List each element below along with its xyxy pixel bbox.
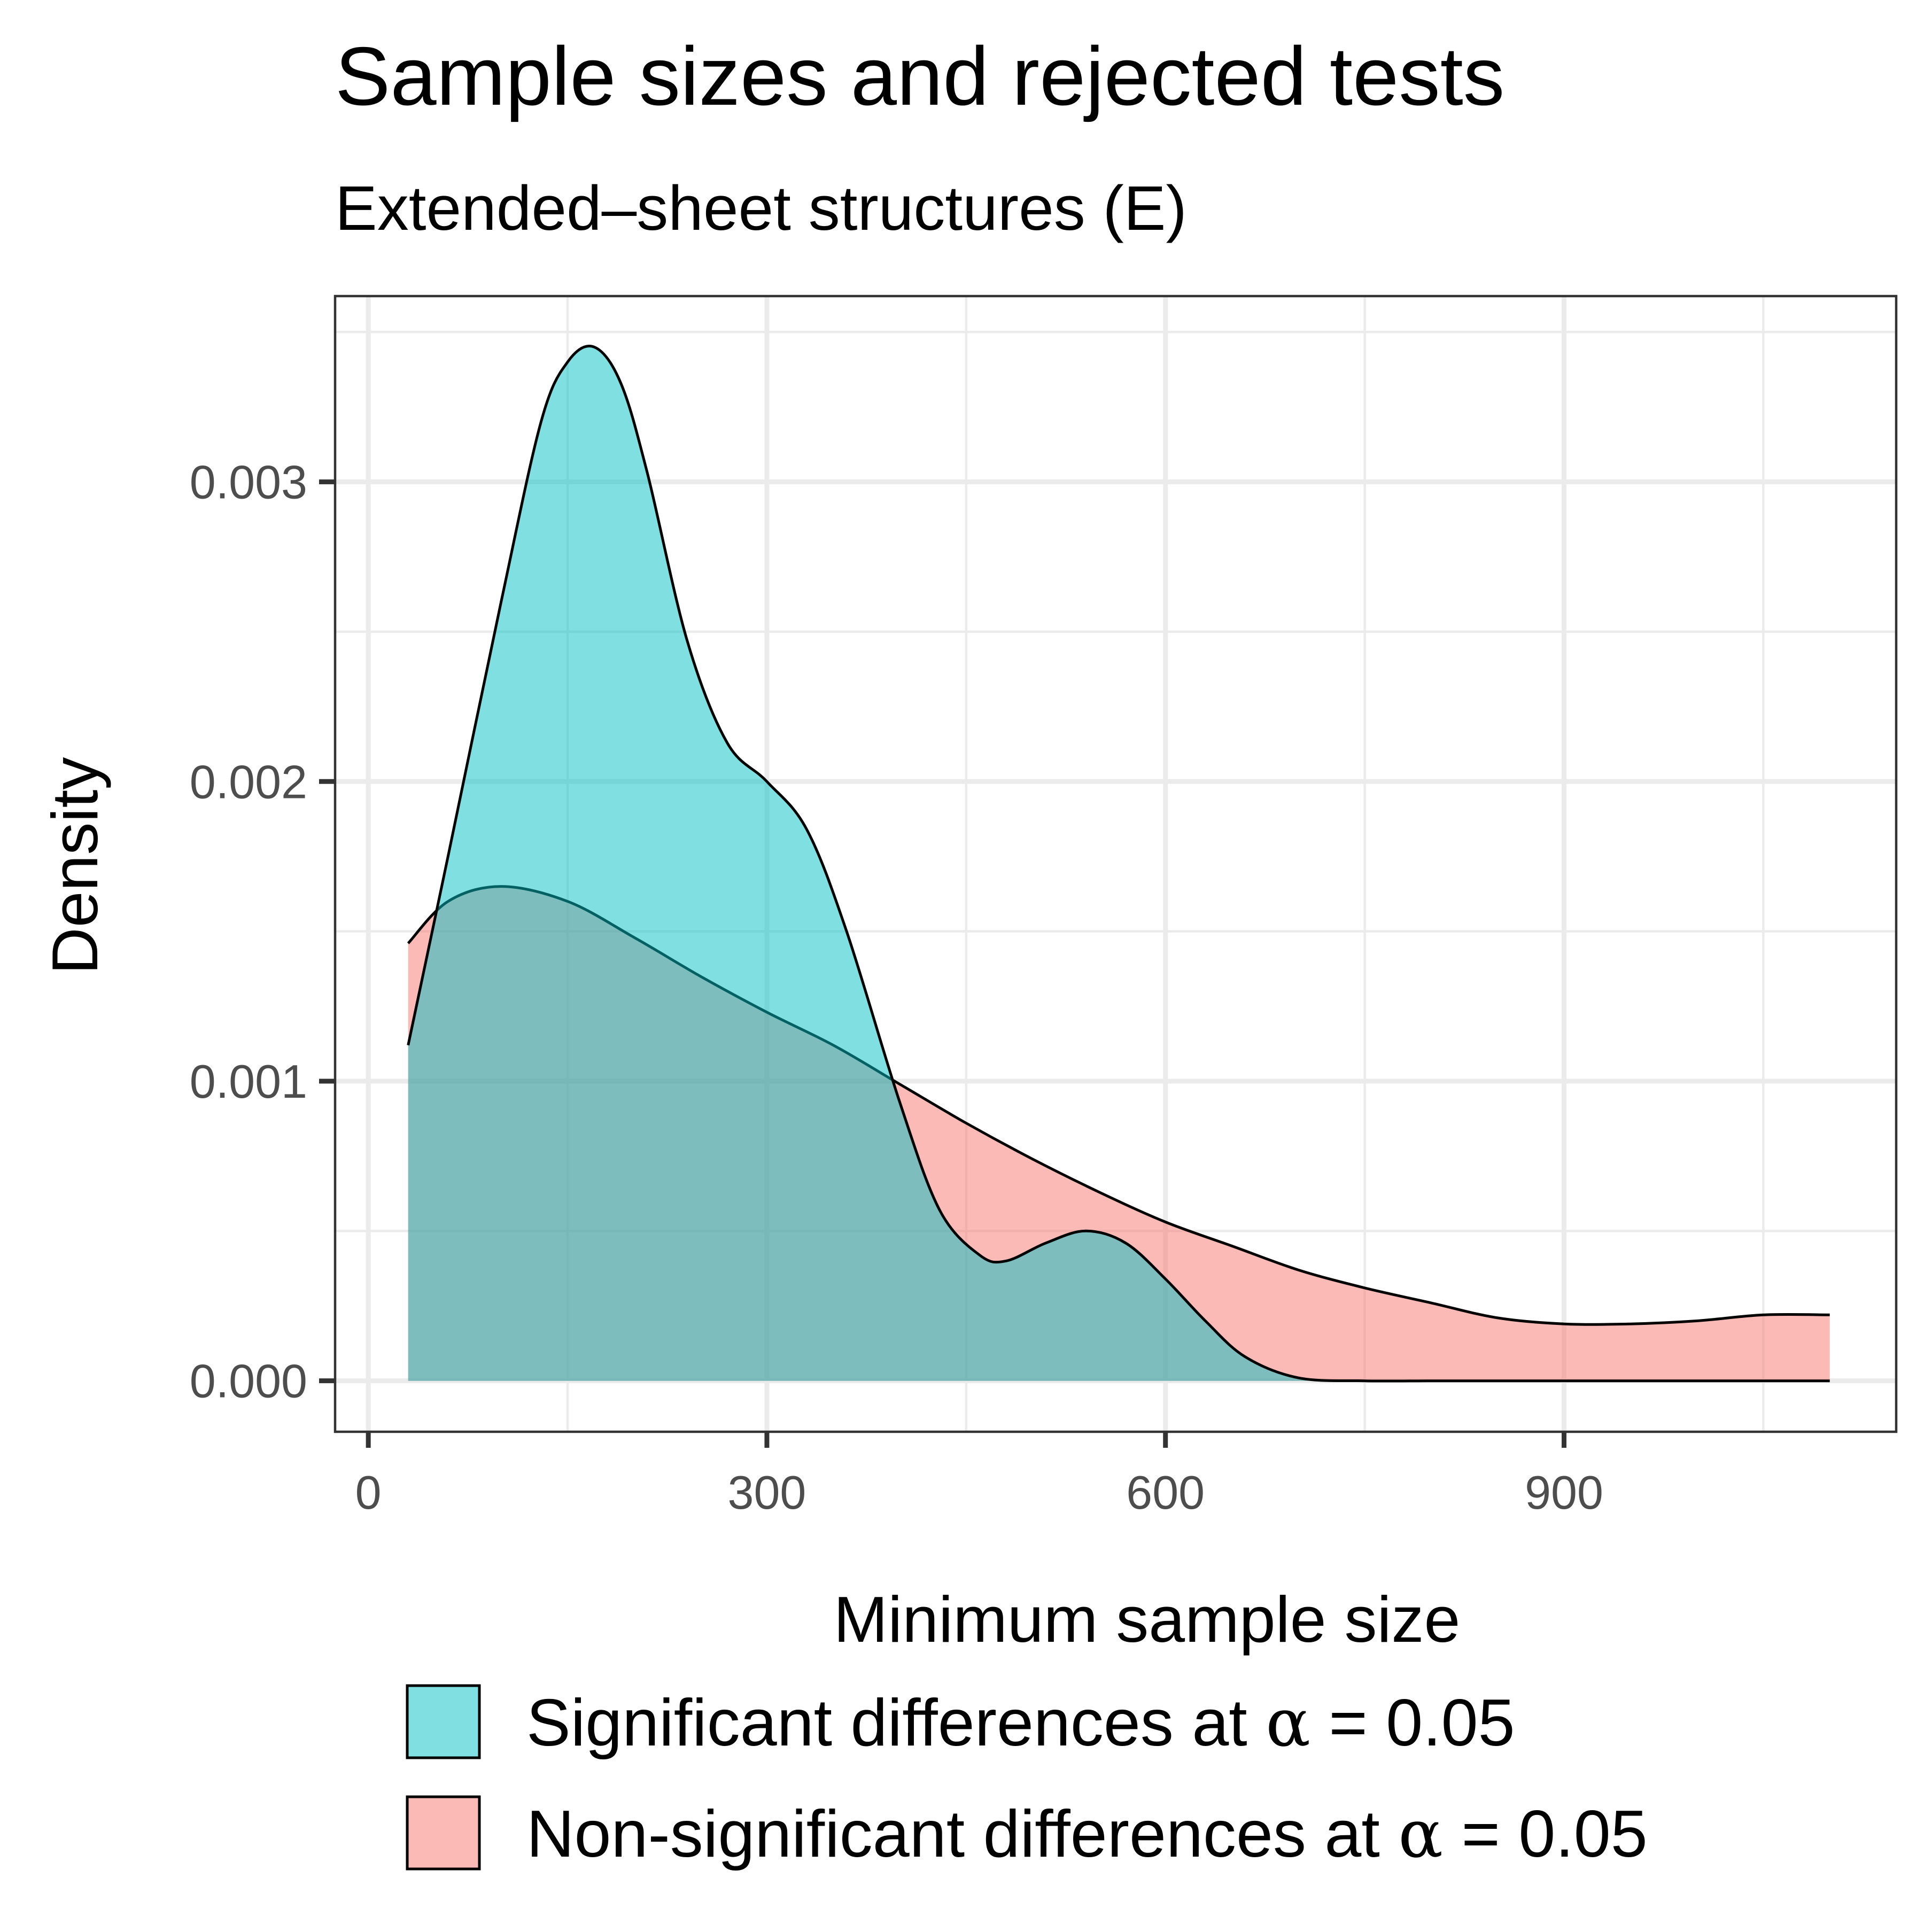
density-line-significant xyxy=(407,345,1830,1383)
y-axis: 0.000 0.001 0.002 0.003 xyxy=(190,456,335,1408)
x-tick-label: 900 xyxy=(1525,1466,1603,1519)
legend-key-non-significant xyxy=(406,1795,481,1871)
area-significant xyxy=(408,346,1830,1382)
y-tick-label: 0.003 xyxy=(190,456,307,509)
plot-panel-border xyxy=(333,294,1898,1433)
legend-alpha-value: = 0.05 xyxy=(1443,1797,1648,1871)
legend: Significant differences at α = 0.05 Non-s… xyxy=(406,1684,1648,1873)
x-tick-label: 600 xyxy=(1126,1466,1205,1519)
x-axis-title: Minimum sample size xyxy=(834,1583,1461,1656)
legend-label-non-significant: Non-significant differences at α = 0.05 xyxy=(526,1796,1648,1873)
legend-label-significant: Significant differences at α = 0.05 xyxy=(526,1685,1515,1762)
y-axis-title: Density xyxy=(38,757,111,975)
x-tick-label: 0 xyxy=(355,1466,382,1519)
y-tick-label: 0.002 xyxy=(190,755,307,808)
legend-alpha-symbol: α xyxy=(1266,1685,1310,1762)
y-tick-label: 0.001 xyxy=(190,1055,307,1108)
legend-alpha-symbol: α xyxy=(1398,1796,1443,1873)
chart-subtitle: Extended–sheet structures (E) xyxy=(335,173,1187,244)
y-tick-label: 0.000 xyxy=(190,1355,307,1408)
chart-title: Sample sizes and rejected tests xyxy=(335,30,1504,122)
legend-alpha-value: = 0.05 xyxy=(1310,1686,1515,1760)
x-tick-label: 300 xyxy=(728,1466,806,1519)
legend-key-significant xyxy=(406,1684,481,1759)
x-axis: 0 300 600 900 xyxy=(355,1432,1603,1519)
density-areas xyxy=(407,345,1830,1383)
